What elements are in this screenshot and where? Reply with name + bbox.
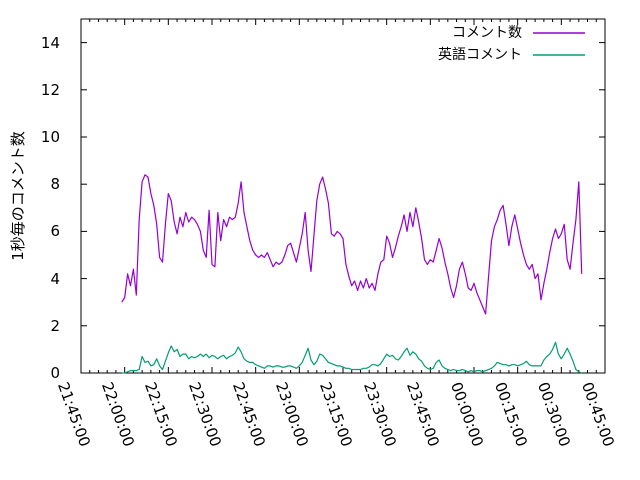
y-tick-label: 4 bbox=[50, 269, 60, 288]
series-line-0 bbox=[121, 174, 583, 315]
y-tick-label: 2 bbox=[50, 316, 60, 335]
y-tick-label: 10 bbox=[40, 128, 60, 146]
y-tick-label: 0 bbox=[50, 364, 60, 382]
legend-label-english-comments: 英語コメント bbox=[438, 47, 522, 63]
y-tick-label: 6 bbox=[50, 222, 60, 241]
series-line-1 bbox=[121, 341, 582, 374]
y-tick-label: 14 bbox=[40, 33, 60, 52]
legend-label-comment-count: コメント数 bbox=[452, 25, 522, 41]
y-tick-label: 12 bbox=[40, 80, 60, 99]
plot-border bbox=[80, 18, 606, 374]
y-tick-label: 8 bbox=[50, 175, 60, 194]
